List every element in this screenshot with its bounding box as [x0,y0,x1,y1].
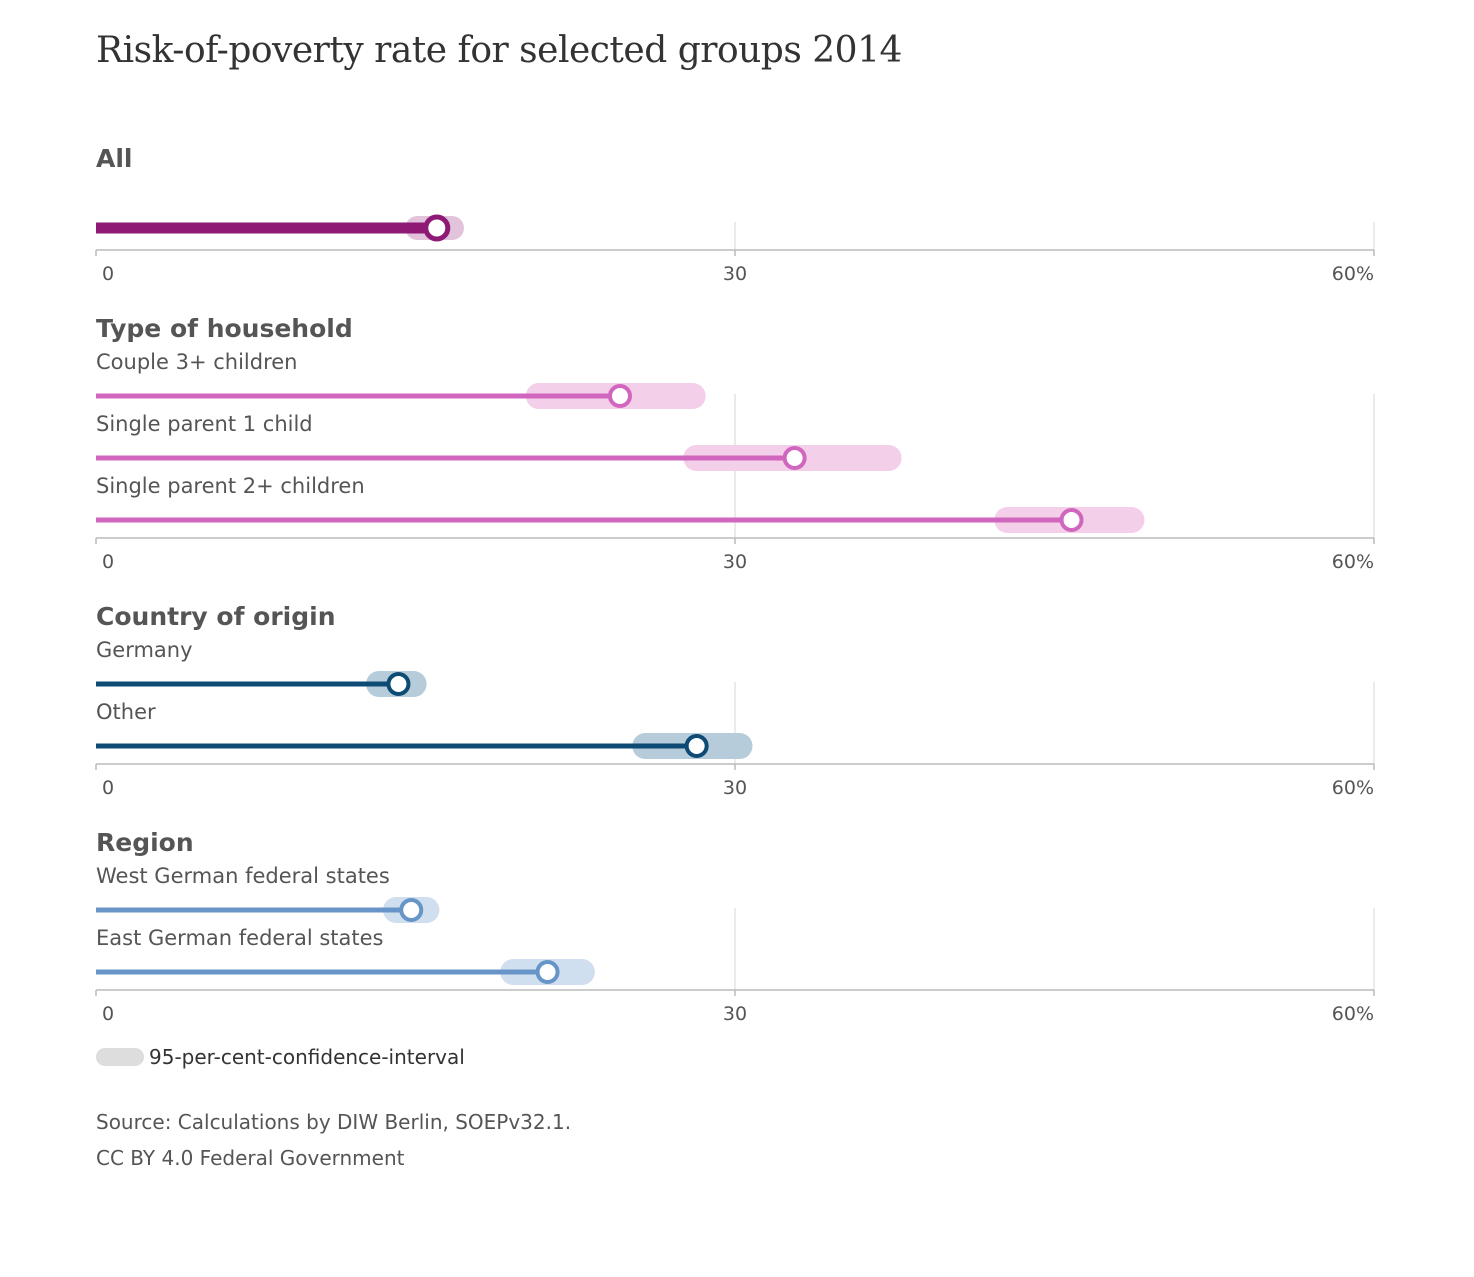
x-tick-label: 60% [1332,263,1374,285]
value-point [399,898,424,922]
row-label: Other [96,700,156,724]
legend-swatch [96,1048,144,1066]
x-tick-label: 30 [723,1003,747,1025]
group-title: Country of origin [96,602,336,631]
x-tick-label: 30 [723,551,747,573]
value-point [386,672,411,696]
row-label: West German federal states [96,864,390,888]
group-title: Region [96,828,194,857]
group-title: Type of household [96,314,353,343]
legend-label: 95-per-cent-confidence-interval [149,1045,465,1069]
x-tick-label: 0 [102,263,114,285]
value-point [684,734,709,758]
value-point [535,960,560,984]
value-point [1059,508,1084,532]
x-tick-label: 0 [102,777,114,799]
source-note: Source: Calculations by DIW Berlin, SOEP… [96,1104,571,1176]
group-title: All [96,144,133,173]
value-point [607,384,632,408]
dot-range-chart: All 0 30 60% Type of household 0 30 60% Couple 3… [95,144,1375,1025]
source-line: Source: Calculations by DIW Berlin, SOEP… [96,1110,572,1134]
x-tick-label: 60% [1332,1003,1374,1025]
row-label: Single parent 2+ children [96,474,365,498]
row-label: East German federal states [96,926,383,950]
x-tick-label: 60% [1332,777,1374,799]
x-tick-label: 60% [1332,551,1374,573]
row-label: Couple 3+ children [96,350,297,374]
legend: 95-per-cent-confidence-interval [96,1045,465,1069]
chart-title: Risk-of-poverty rate for selected groups… [96,30,902,71]
license-line: CC BY 4.0 Federal Government [96,1146,405,1170]
row-label: Germany [96,638,193,662]
x-tick-label: 30 [723,263,747,285]
x-tick-label: 0 [102,1003,114,1025]
value-point [782,446,807,470]
x-tick-label: 0 [102,551,114,573]
row-label: Single parent 1 child [96,412,313,436]
value-point [423,214,451,242]
x-tick-label: 30 [723,777,747,799]
